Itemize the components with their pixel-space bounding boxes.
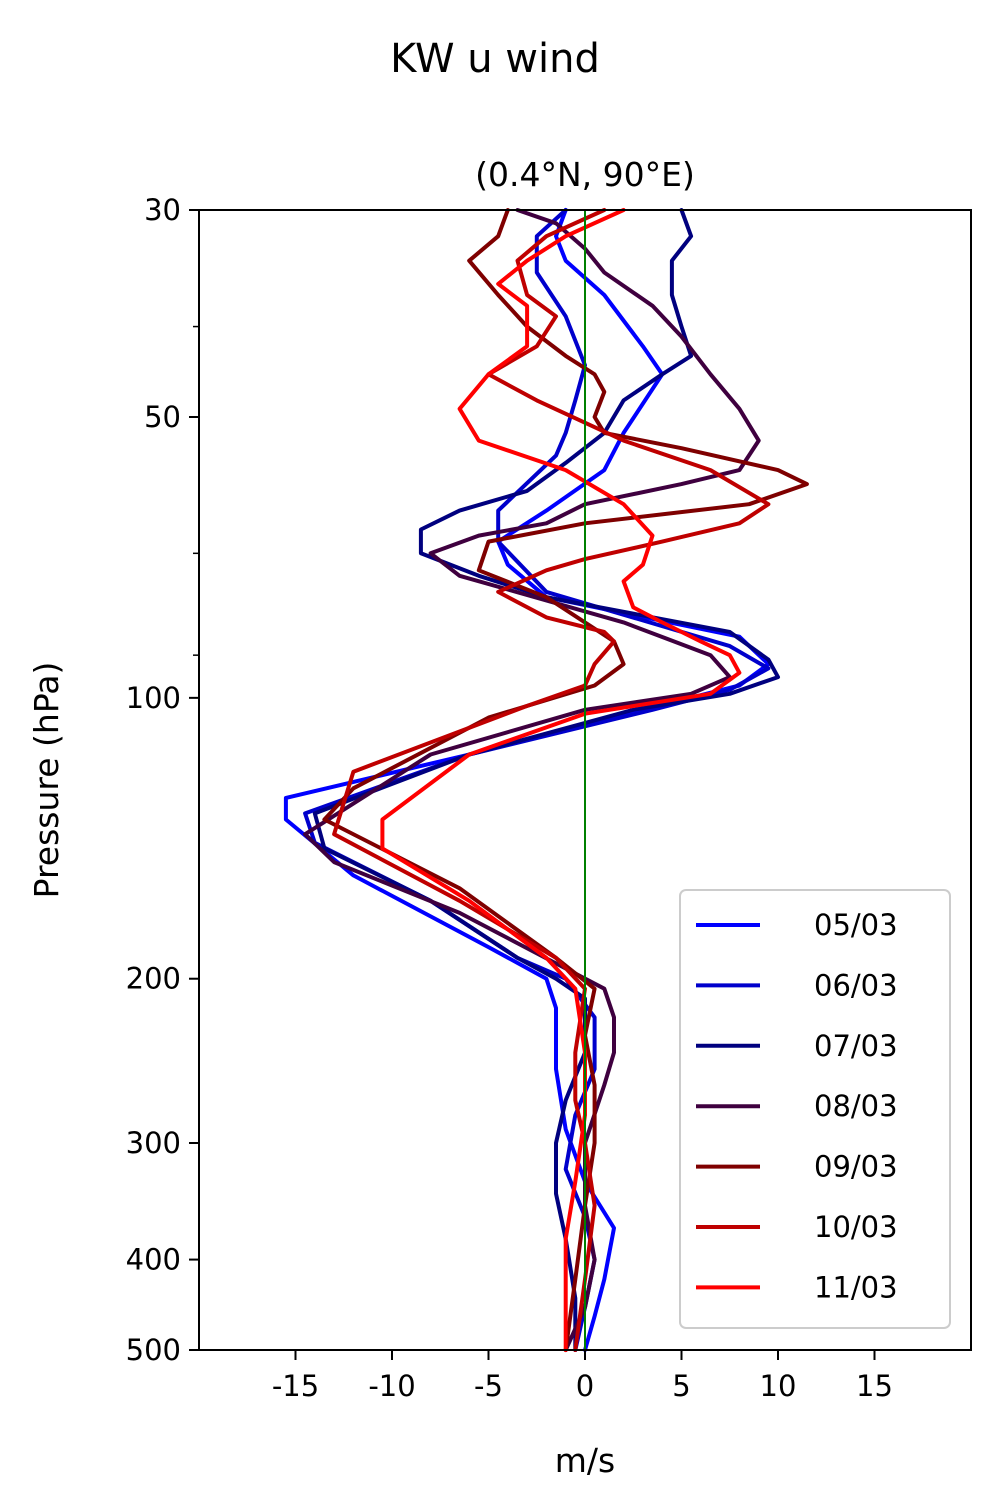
x-tick-label: -15 [272, 1369, 319, 1403]
legend-box [679, 889, 951, 1329]
chart-subtitle: (0.4°N, 90°E) [475, 155, 695, 194]
x-axis: -15 -10 -5 0 5 10 15 [272, 1350, 893, 1403]
x-tick-label: 10 [760, 1369, 797, 1403]
y-tick-label: 100 [126, 681, 181, 715]
figure-title: KW u wind [390, 36, 600, 82]
y-tick-label: 500 [126, 1333, 181, 1367]
series-line-5 [332, 208, 771, 1352]
x-tick-label: 0 [576, 1369, 594, 1403]
x-tick-label: -5 [474, 1369, 503, 1403]
series-line-3 [303, 208, 761, 1352]
series-line-1 [303, 208, 771, 1352]
series-line-4 [322, 208, 809, 1352]
x-tick-label: -10 [368, 1369, 415, 1403]
x-axis-label: m/s [555, 1441, 615, 1480]
x-tick-label: 5 [672, 1369, 690, 1403]
legend-label: 05/03 [814, 908, 898, 942]
legend-label: 10/03 [814, 1210, 898, 1244]
legend-label: 08/03 [814, 1089, 898, 1123]
series-line-6 [380, 208, 742, 1352]
y-tick-label: 400 [126, 1243, 181, 1277]
legend-label: 11/03 [814, 1270, 898, 1304]
legend: 05/03 06/03 07/03 08/03 09/03 10/03 11/03 [679, 889, 951, 1329]
y-axis: 30 50 100 200 300 400 500 [126, 193, 199, 1367]
legend-label: 07/03 [814, 1029, 898, 1063]
series-line-2 [312, 208, 780, 1352]
y-tick-label: 30 [144, 193, 181, 227]
x-tick-label: 15 [856, 1369, 893, 1403]
y-tick-label: 50 [144, 400, 181, 434]
series-layer [283, 208, 809, 1352]
y-tick-label: 200 [126, 962, 181, 996]
legend-label: 06/03 [814, 968, 898, 1002]
legend-label: 09/03 [814, 1150, 898, 1184]
y-axis-label: Pressure (hPa) [27, 662, 66, 899]
y-tick-label: 300 [126, 1126, 181, 1160]
